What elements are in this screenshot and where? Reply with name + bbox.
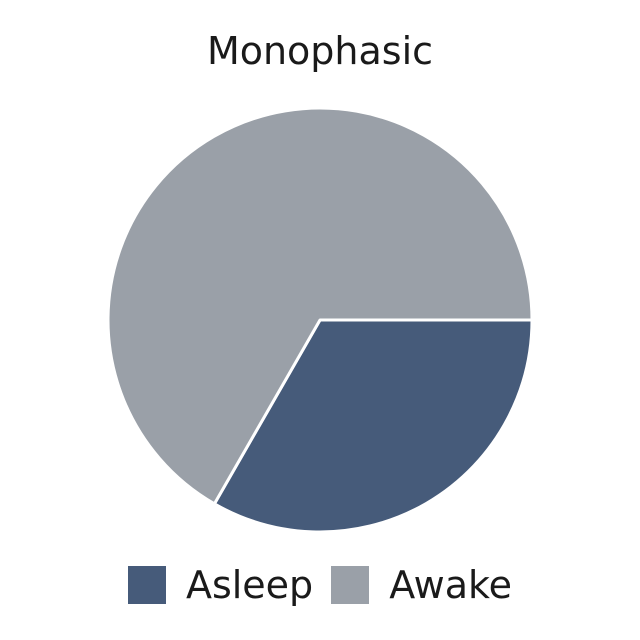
legend-item-asleep: Asleep [127,560,314,610]
legend-swatch-asleep [127,566,166,604]
legend-item-awake: Awake [331,560,512,610]
chart-title: Monophasic [206,29,434,73]
pie-slice-awake [106,106,534,506]
pie-slice-asleep [212,318,534,534]
legend-label-asleep: Asleep [185,563,314,607]
legend-label-awake: Awake [389,563,513,607]
legend-swatch-awake [331,566,370,604]
legend: Asleep Awake [0,560,640,610]
